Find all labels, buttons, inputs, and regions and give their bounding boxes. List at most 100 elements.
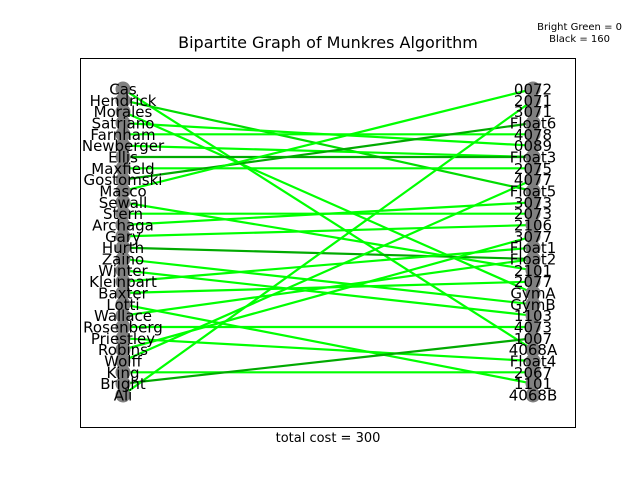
right-node-2101 <box>525 262 541 278</box>
left-node-satriano <box>115 115 131 131</box>
chart-title: Bipartite Graph of Munkres Algorithm <box>178 33 478 52</box>
right-node-label-gyma: GymA <box>510 285 556 303</box>
left-node-label-baxter: Baxter <box>98 285 148 303</box>
right-node-label-1103: 1103 <box>514 307 552 325</box>
edge-lotti-1101 <box>122 303 534 385</box>
right-node-label-1101: 1101 <box>514 375 552 393</box>
left-node-label-morales: Morales <box>94 103 153 121</box>
left-node-label-stern: Stern <box>103 205 143 223</box>
left-node-label-satriano: Satriano <box>92 115 155 133</box>
right-node-label-2075: 2075 <box>514 160 552 178</box>
left-node-bright <box>115 376 131 392</box>
edge-hendrick-float5 <box>122 99 534 193</box>
right-node-gymb <box>525 296 541 312</box>
left-node-wolff <box>115 353 131 369</box>
left-node-wallace <box>115 308 131 324</box>
left-node-label-gary: Gary <box>105 228 141 246</box>
right-node-float5 <box>525 183 541 199</box>
edge-archaga-3073 <box>122 201 534 227</box>
right-node-2073 <box>525 206 541 222</box>
edge-morales-gyma <box>122 110 534 295</box>
node-layer <box>115 81 541 403</box>
left-node-maxfield <box>115 160 131 176</box>
left-node-stern <box>115 206 131 222</box>
left-node-gostomski <box>115 172 131 188</box>
right-node-label-0089: 0089 <box>514 137 552 155</box>
left-node-label-wallace: Wallace <box>94 307 152 325</box>
left-node-ali <box>115 387 131 403</box>
left-node-lotti <box>115 296 131 312</box>
right-node-label-4077: 4077 <box>514 171 552 189</box>
edge-kleinpart-float1 <box>122 246 534 283</box>
right-node-2071 <box>525 92 541 108</box>
right-node-4077 <box>525 172 541 188</box>
right-node-label-float3: Float3 <box>510 149 557 167</box>
edge-gostomski-float6 <box>122 121 534 181</box>
left-node-label-farnham: Farnham <box>90 126 155 144</box>
right-node-0072 <box>525 81 541 97</box>
right-node-label-0072: 0072 <box>514 81 552 99</box>
edge-masco-0072 <box>122 87 534 193</box>
right-node-1103 <box>525 308 541 324</box>
left-node-label-zaino: Zaino <box>102 251 144 269</box>
left-node-label-gostomski: Gostomski <box>84 171 163 189</box>
right-node-float4 <box>525 353 541 369</box>
left-node-label-maxfield: Maxfield <box>91 160 154 178</box>
left-node-morales <box>115 104 131 120</box>
right-node-label-2067: 2067 <box>514 364 552 382</box>
right-node-2106 <box>525 217 541 233</box>
left-node-hendrick <box>115 92 131 108</box>
edge-gary-2106 <box>122 223 534 238</box>
right-node-3071 <box>525 104 541 120</box>
left-node-label-winter: Winter <box>98 262 148 280</box>
right-node-label-4068a: 4068A <box>509 341 558 359</box>
left-node-label-archaga: Archaga <box>92 217 154 235</box>
left-node-cas <box>115 81 131 97</box>
left-node-robins <box>115 342 131 358</box>
right-node-2067 <box>525 364 541 380</box>
color-legend: Bright Green = 0 Black = 160 <box>537 22 622 46</box>
right-node-label-3071: 3071 <box>514 103 552 121</box>
left-node-label-hurth: Hurth <box>102 239 144 257</box>
edge-hurth-float2 <box>122 246 534 261</box>
left-node-gary <box>115 228 131 244</box>
right-node-label-2071: 2071 <box>514 92 552 110</box>
right-node-4068a <box>525 342 541 358</box>
left-node-baxter <box>115 285 131 301</box>
edge-priestley-float4 <box>122 337 534 363</box>
right-node-float3 <box>525 149 541 165</box>
total-cost-label: total cost = 300 <box>275 431 381 446</box>
left-node-label-king: King <box>106 364 139 382</box>
edge-cas-4068a <box>122 88 534 351</box>
legend-bright-green: Bright Green = 0 <box>537 22 622 33</box>
legend-black: Black = 160 <box>549 34 610 45</box>
right-node-label-2106: 2106 <box>514 217 552 235</box>
left-node-winter <box>115 262 131 278</box>
right-node-label-2073: 2073 <box>514 205 552 223</box>
label-layer: CasHendrickMoralesSatrianoFarnhamNewberg… <box>82 81 558 405</box>
left-node-label-bright: Bright <box>100 375 146 393</box>
right-node-label-1007: 1007 <box>514 330 552 348</box>
left-node-label-wolff: Wolff <box>104 353 142 371</box>
right-node-1007 <box>525 330 541 346</box>
left-node-masco <box>115 183 131 199</box>
right-node-2077 <box>525 274 541 290</box>
edge-ali-2071 <box>122 99 534 396</box>
left-node-label-priestley: Priestley <box>91 330 155 348</box>
right-node-4068b <box>525 387 541 403</box>
left-node-rosenberg <box>115 319 131 335</box>
left-node-label-cas: Cas <box>109 81 137 99</box>
right-node-label-float2: Float2 <box>510 251 557 269</box>
edge-wallace-float2 <box>122 257 534 317</box>
left-node-label-rosenberg: Rosenberg <box>83 319 163 337</box>
left-node-label-ellis: Ellis <box>108 149 138 167</box>
right-node-label-float5: Float5 <box>510 183 557 201</box>
right-node-3073 <box>525 194 541 210</box>
right-node-label-3077: 3077 <box>514 228 552 246</box>
left-node-label-robins: Robins <box>98 341 148 359</box>
left-node-king <box>115 364 131 380</box>
edge-wolff-4077 <box>122 178 534 363</box>
right-node-float1 <box>525 240 541 256</box>
right-node-label-4078: 4078 <box>514 126 552 144</box>
